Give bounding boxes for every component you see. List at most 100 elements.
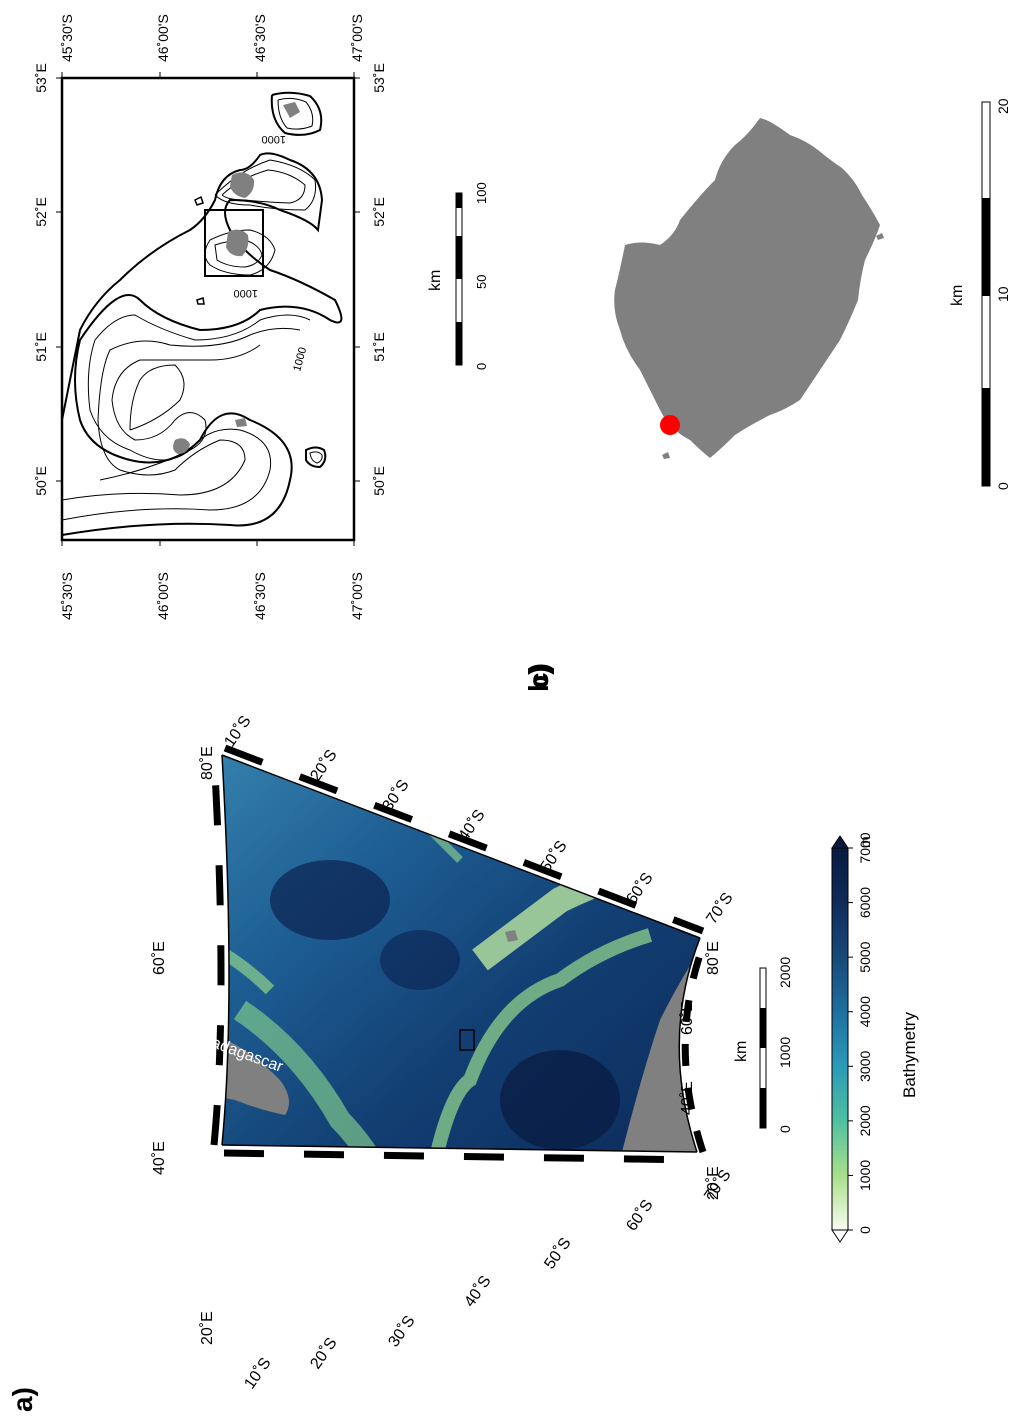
lat-ticks-left: 10˚S 20˚S 30˚S 40˚S 50˚S 60˚S 70˚S <box>241 1167 734 1392</box>
bathymetry-map <box>222 755 700 1152</box>
scalebar-c-tick: 0 <box>995 482 1011 490</box>
lat-tick-label: 60˚S <box>623 1197 656 1234</box>
lon-tick-label: 51˚E <box>33 332 49 362</box>
island-b-5 <box>283 102 300 118</box>
colorbar: 0 1000 2000 3000 4000 5000 6000 7000 m Bathymet… <box>831 832 919 1243</box>
lon-tick-label: 60˚E <box>151 941 168 975</box>
study-area-box-b <box>204 209 264 277</box>
colorbar-tick-label: 4000 <box>857 996 873 1027</box>
island-c-land <box>614 118 880 458</box>
scalebar-a-tick: 2000 <box>777 957 793 988</box>
study-area-box-a <box>459 1029 475 1051</box>
lat-tick-label: 60˚S <box>623 870 656 907</box>
lon-tick-label: 52˚E <box>33 197 49 227</box>
lat-tick-label: 30˚S <box>385 1313 418 1350</box>
islet-c-1 <box>662 452 670 459</box>
map-b-lat-labels-left: 45˚30'S 46˚00'S 46˚30'S 47˚00'S <box>59 572 365 620</box>
colorbar-max-arrow <box>831 835 849 849</box>
colorbar-tick-label: 0 <box>857 1226 873 1234</box>
lon-tick-label: 20˚E <box>199 1311 216 1345</box>
frame-right-checker <box>223 744 705 935</box>
lon-tick-label: 20˚E <box>705 1166 722 1200</box>
madagascar-ridge <box>233 1000 421 1152</box>
colorbar-tick-label: 5000 <box>857 941 873 972</box>
colorbar-unit: m <box>857 836 873 848</box>
contour-label: 1000 <box>234 287 258 299</box>
lat-tick-label: 50˚S <box>541 1235 574 1272</box>
island-b-4 <box>235 418 247 427</box>
scalebar-c: 0 10 20 km <box>949 98 1011 490</box>
colorbar-tick-label: 3000 <box>857 1051 873 1082</box>
island-b-2 <box>230 172 255 198</box>
lon-tick-label: 52˚E <box>371 197 387 227</box>
panel-b: b) <box>33 14 554 692</box>
map-b-lon-labels-top: 50˚E 51˚E 52˚E 53˚E <box>33 63 49 496</box>
colorbar-tick-label: 6000 <box>857 887 873 918</box>
colorbar-body <box>831 847 849 1231</box>
colorbar-min-arrow <box>831 1229 849 1243</box>
scalebar-a-tick: 0 <box>777 1125 793 1133</box>
panel-label-b: b) <box>523 666 554 692</box>
scalebar-b-tick: 50 <box>474 275 489 289</box>
africa-label: Africa <box>238 1213 276 1300</box>
lat-tick-label: 50˚S <box>537 838 570 875</box>
lat-tick-label: 20˚S <box>307 1335 340 1372</box>
scalebar-c-tick: 10 <box>995 286 1011 302</box>
frame-bottom-checker <box>681 936 710 1154</box>
lat-tick-label: 70˚S <box>703 890 736 927</box>
lon-tick-label: 53˚E <box>371 63 387 93</box>
scalebar-b: 0 50 100 km <box>427 182 489 370</box>
lon-tick-label: 60˚E <box>679 1001 696 1035</box>
scalebar-b-tick: 0 <box>474 363 489 370</box>
panel-c: c) 0 10 20 km <box>523 98 1011 688</box>
lon-tick-label: 50˚E <box>371 466 387 496</box>
lat-tick-label: 20˚S <box>307 747 340 784</box>
sample-site-marker <box>660 415 680 435</box>
contour-label: 1000 <box>262 133 286 145</box>
frame-left-checker <box>223 1149 700 1164</box>
lon-tick-label: 40˚E <box>679 1081 696 1115</box>
lat-tick-label: 47˚00'S <box>349 14 365 62</box>
lat-tick-label: 40˚S <box>455 807 488 844</box>
colorbar-tick-label: 7000 <box>857 832 873 863</box>
lat-tick-label: 10˚S <box>221 713 254 750</box>
lon-tick-label: 51˚E <box>371 332 387 362</box>
scalebar-b-tick: 100 <box>474 182 489 204</box>
lat-tick-label: 45˚30'S <box>59 14 75 62</box>
panel-a: a) <box>7 713 919 1412</box>
colorbar-title: Bathymetry <box>900 1012 919 1098</box>
map-b-lat-labels-right: 45˚30'S 46˚00'S 46˚30'S 47˚00'S <box>59 14 365 62</box>
lon-tick-label: 80˚E <box>705 941 722 975</box>
scalebar-c-unit: km <box>949 285 966 306</box>
colorbar-ticks: 0 1000 2000 3000 4000 5000 6000 7000 <box>848 832 873 1234</box>
scalebar-a-unit: km <box>733 1041 750 1062</box>
lat-tick-label: 46˚00'S <box>155 14 171 62</box>
map-b-frame <box>60 76 356 542</box>
kerguelen-island <box>505 930 518 942</box>
colorbar-tick-label: 2000 <box>857 1105 873 1136</box>
scalebar-c-tick: 20 <box>995 98 1011 114</box>
lon-tick-label: 80˚E <box>199 746 216 780</box>
lon-tick-label: 50˚E <box>33 466 49 496</box>
lat-tick-label: 45˚30'S <box>59 572 75 620</box>
island-b-1 <box>226 229 249 257</box>
lon-ticks-bottom: 20˚E 40˚E 60˚E 80˚E <box>679 941 722 1200</box>
lat-tick-label: 10˚S <box>241 1355 274 1392</box>
island-b-3 <box>173 438 190 454</box>
lat-tick-label: 47˚00'S <box>349 572 365 620</box>
islet-c-2 <box>876 233 884 240</box>
lon-ticks-top: 20˚E 40˚E 60˚E 80˚E <box>151 746 216 1345</box>
panel-label-c: c) <box>523 663 554 688</box>
lat-tick-label: 46˚30'S <box>252 14 268 62</box>
ridge-shallow <box>413 928 653 1152</box>
colorbar-tick-label: 1000 <box>857 1160 873 1191</box>
madagascar-land <box>222 1030 289 1115</box>
lat-tick-label: 46˚00'S <box>155 572 171 620</box>
map-b-ticks <box>56 72 360 546</box>
map-b-lon-labels-bottom: 50˚E 51˚E 52˚E 53˚E <box>371 63 387 496</box>
map-b-contours <box>61 91 343 536</box>
scalebar-a: 0 1000 2000 km <box>733 957 793 1133</box>
map-b-islands <box>173 102 300 454</box>
frame-top-checker <box>210 754 225 1146</box>
